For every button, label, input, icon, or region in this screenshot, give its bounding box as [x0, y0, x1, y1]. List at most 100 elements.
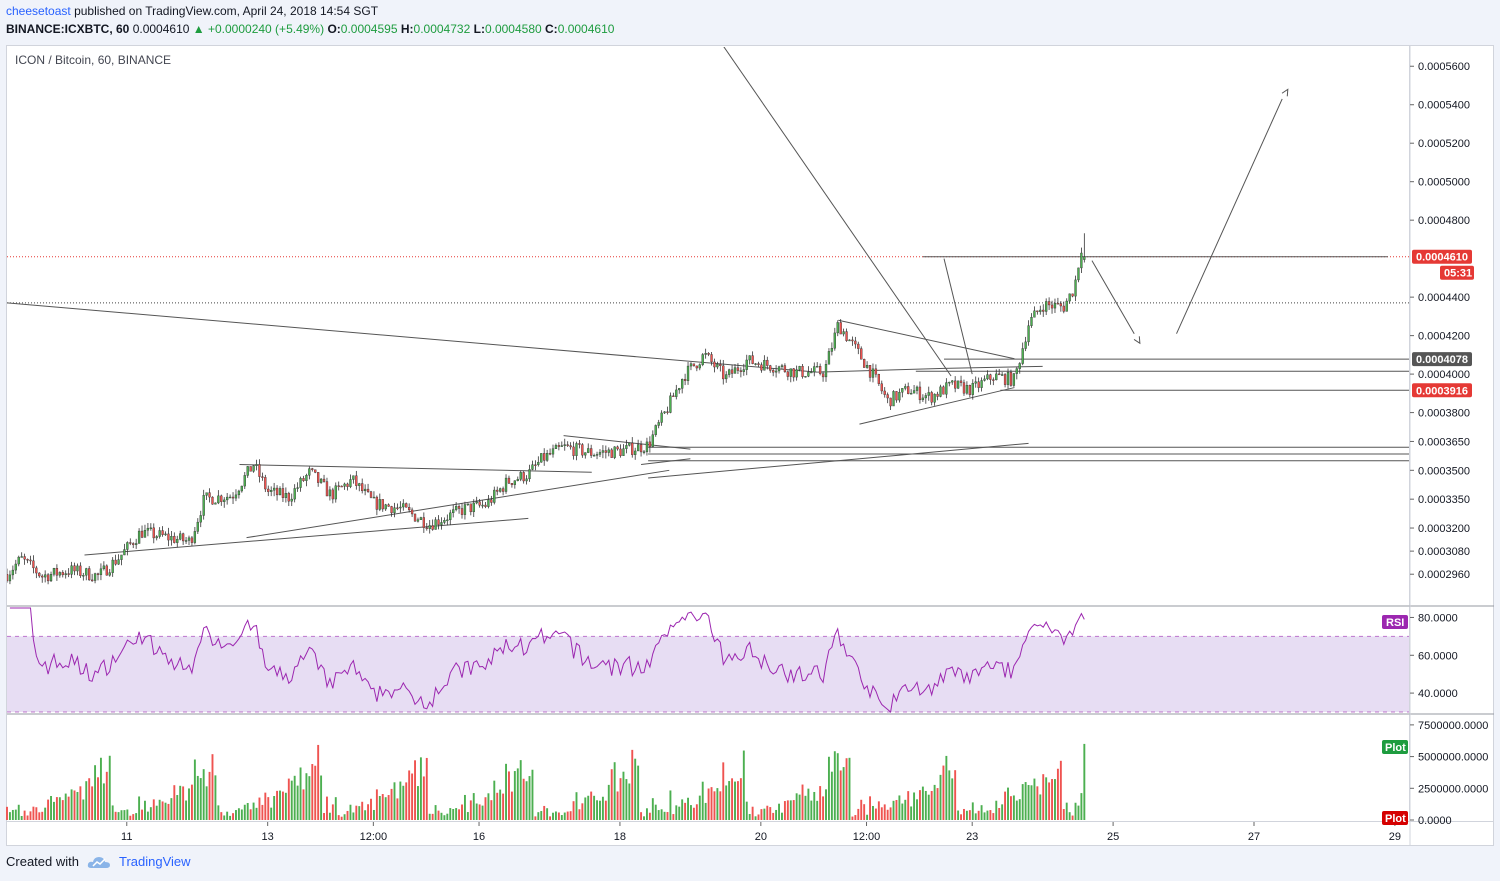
trendline: [246, 469, 670, 539]
candle-body: [639, 444, 643, 453]
candle-body: [67, 573, 70, 575]
candle-body: [660, 412, 663, 423]
candle-body: [590, 448, 593, 456]
trendline: [1091, 260, 1135, 334]
volume-bar: [778, 803, 780, 820]
candle-body: [698, 364, 701, 369]
volume-bar: [687, 797, 689, 820]
candle-body: [607, 449, 610, 453]
volume-bar: [748, 814, 751, 820]
volume-bar: [954, 770, 957, 820]
volume-bar: [648, 812, 651, 820]
volume-bar: [845, 758, 848, 820]
candle-body: [716, 364, 719, 368]
price-axis[interactable]: [1410, 45, 1494, 822]
candle-body: [61, 572, 64, 576]
candle-body: [974, 381, 977, 384]
candle-body: [810, 371, 813, 374]
candle-body: [440, 522, 443, 525]
trendline: [1176, 98, 1283, 334]
candle-body: [557, 445, 561, 447]
price-tag: 0.0003916: [1412, 383, 1472, 398]
candle-body: [258, 464, 261, 477]
candle-body: [587, 448, 590, 453]
candle-body: [804, 375, 807, 378]
volume-bar: [317, 744, 320, 820]
rsi-tick-label: 80.0000: [1418, 612, 1458, 624]
volume-bar: [593, 795, 596, 820]
candle-body: [226, 496, 229, 501]
volume-bar: [554, 811, 557, 820]
volume-bar: [138, 796, 141, 820]
volume-tick-label: 0.0000: [1418, 815, 1452, 827]
candle-body: [46, 574, 50, 582]
volume-bar: [610, 769, 613, 820]
price-tag-label: 0.0004610: [1416, 252, 1468, 264]
volume-bar: [346, 810, 349, 820]
volume-bar: [557, 812, 560, 820]
candle-body: [149, 527, 152, 530]
last-price: 0.0004610: [132, 22, 190, 36]
tradingview-brand-link[interactable]: TradingView: [118, 854, 191, 869]
volume-bar: [1027, 785, 1030, 820]
volume-bar: [798, 794, 801, 820]
trendline: [723, 47, 952, 377]
volume-bar: [613, 762, 616, 820]
candle-body: [8, 574, 12, 582]
time-tick-label: 25: [1107, 831, 1119, 843]
candle-body: [777, 366, 781, 372]
candle-body: [26, 559, 29, 561]
price-tick-label: 0.0004200: [1418, 331, 1470, 343]
candle-body: [783, 365, 787, 372]
volume-bar: [446, 813, 449, 820]
candle-body: [7, 574, 9, 582]
candle-body: [977, 381, 980, 388]
volume-bar: [590, 791, 593, 820]
candle-body: [1083, 256, 1086, 260]
candle-body: [70, 565, 73, 575]
volume-bar: [781, 812, 783, 820]
candle-body: [234, 494, 238, 499]
author-link[interactable]: cheesetoast: [6, 4, 71, 18]
countdown-tag: 05:31: [1440, 265, 1474, 280]
candle-body: [1080, 252, 1083, 269]
volume-bar: [1033, 778, 1036, 820]
chart-title: ICON / Bitcoin, 60, BINANCE: [15, 53, 171, 67]
candle-body: [1018, 363, 1021, 369]
candle-body: [1006, 371, 1010, 385]
volume-bar: [546, 808, 549, 820]
volume-bar: [173, 785, 176, 820]
volume-bar: [839, 770, 842, 820]
candle-body: [190, 537, 194, 543]
candle-body: [296, 487, 299, 489]
volume-bar: [596, 800, 598, 820]
candle-body: [111, 559, 114, 573]
candle-body: [99, 568, 103, 575]
candle-body: [155, 536, 158, 539]
time-axis[interactable]: [6, 822, 1494, 846]
volume-bar: [232, 813, 234, 820]
candle-body: [845, 331, 848, 341]
time-tick-label: 11: [121, 831, 132, 843]
volume-bar: [155, 805, 158, 820]
volume-bar: [692, 807, 695, 820]
candle-body: [836, 322, 839, 334]
volume-bar: [364, 810, 367, 820]
candle-body: [396, 507, 399, 509]
volume-bar: [825, 789, 827, 820]
volume-bar: [695, 804, 698, 820]
volume-bar: [989, 810, 992, 820]
volume-bar: [872, 805, 874, 820]
candle-body: [839, 322, 842, 335]
volume-bar: [684, 802, 687, 820]
candle-body: [331, 489, 334, 500]
candle-body: [363, 488, 367, 492]
volume-bar: [901, 803, 904, 820]
candle-body: [490, 499, 493, 503]
candle-body: [760, 364, 763, 371]
candle-body: [930, 392, 933, 403]
volume-bar: [681, 799, 684, 820]
candle-body: [807, 371, 810, 377]
volume-bar: [196, 775, 199, 820]
